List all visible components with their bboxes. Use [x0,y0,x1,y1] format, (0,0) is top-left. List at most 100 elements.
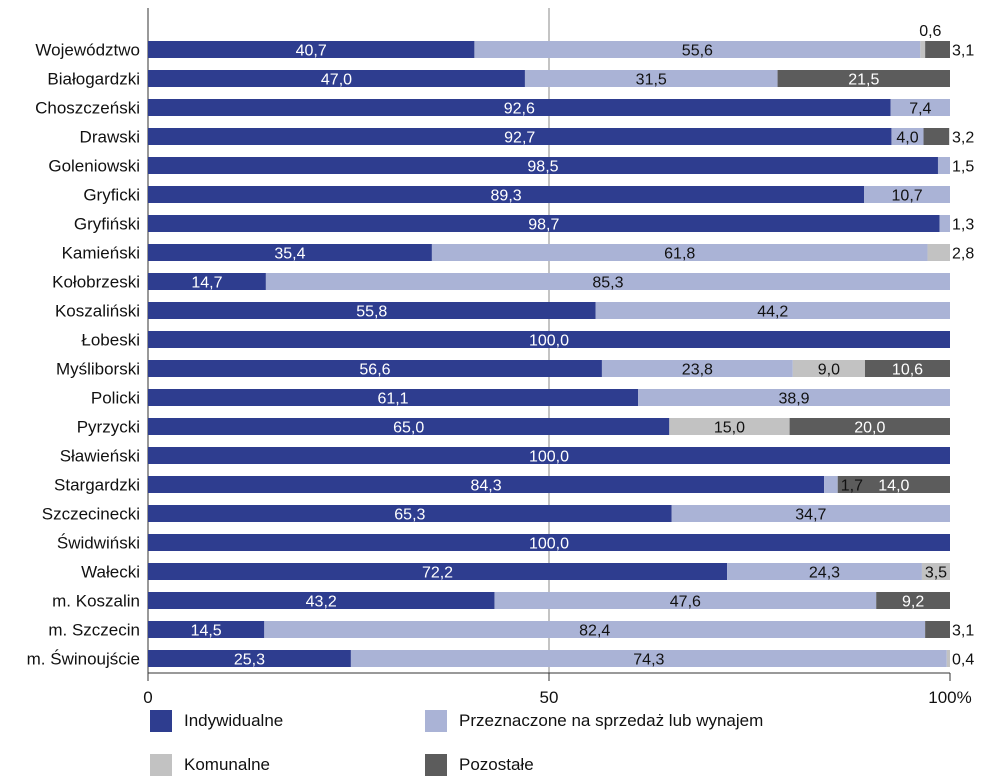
bar-segment [920,41,926,58]
data-label: 72,2 [422,565,453,582]
category-label: m. Świnoujście [27,650,140,669]
legend-item-przeznaczone: Przeznaczone na sprzedaż lub wynajem [425,710,763,732]
bar-segment [727,563,922,580]
data-label: 14,0 [878,478,909,495]
bar-segment [474,41,921,58]
category-label: Koszaliński [55,302,140,321]
chart: 0 50 100% Województwo 40,7 55,6 0,6 3,1 Białogar… [27,8,974,707]
bar-segment [148,99,891,116]
legend-label: Pozostałe [459,755,534,774]
data-label: 3,2 [952,130,974,147]
bar-segment [148,418,670,435]
bar-segment [148,273,266,290]
x-tick-label: 0 [143,688,152,707]
data-label: 61,8 [664,246,695,263]
category-label: Gryficki [83,186,140,205]
category-label: Świdwiński [57,534,140,553]
category-label: Białogardzki [47,70,140,89]
data-label: 38,9 [778,391,809,408]
data-label: 84,3 [470,478,501,495]
data-label: 21,5 [848,72,879,89]
bar-segment [350,650,947,667]
legend-swatch [150,710,172,732]
data-label: 40,7 [296,43,327,60]
legend-swatch [150,754,172,776]
bar-segment [494,592,877,609]
data-label: 56,6 [359,362,390,379]
legend-swatch [425,754,447,776]
data-label: 14,5 [191,623,222,640]
bar-segment [148,41,475,58]
bar-segment [148,447,950,464]
category-label: m. Szczecin [48,621,140,640]
bar-segment [148,389,639,406]
data-label: 0,6 [919,23,941,40]
data-label: 24,3 [809,565,840,582]
data-label: 3,5 [925,565,947,582]
bar-segment [891,128,924,145]
category-label: Pyrzycki [77,418,140,437]
data-label: 100,0 [529,449,569,466]
bar-segment [265,273,950,290]
bar-segment [923,128,950,145]
data-label: 100,0 [529,536,569,553]
bar-segment [946,650,950,667]
data-label: 9,2 [902,594,924,611]
legend-label: Komunalne [184,755,271,774]
bar-segment [669,418,790,435]
legend-label: Indywidualne [184,711,284,730]
bar-segment [864,186,950,203]
bar-segment [927,244,950,261]
bar-segment [876,592,950,609]
category-label: Drawski [80,128,140,147]
bar-segment [148,186,865,203]
bar-segment [264,621,926,638]
data-label: 35,4 [274,246,305,263]
legend: Indywidualne Przeznaczone na sprzedaż lu… [150,710,930,776]
data-label: 82,4 [579,623,610,640]
category-label: Kamieński [62,244,140,263]
category-label: Sławieński [60,447,140,466]
category-label: Łobeski [81,331,140,350]
bar-segment [148,70,525,87]
category-label: Województwo [35,41,140,60]
data-label: 23,8 [682,362,713,379]
legend-item-pozostale: Pozostałe [425,754,534,776]
data-label: 2,8 [952,246,974,263]
category-label: Kołobrzeski [52,273,140,292]
data-label: 65,3 [394,507,425,524]
bar-segment [921,563,950,580]
data-label: 3,1 [952,623,974,640]
legend-label: Przeznaczone na sprzedaż lub wynajem [459,711,764,730]
bar-segment [890,99,950,116]
data-label: 55,8 [356,304,387,321]
category-label: Choszczeński [35,99,140,118]
x-tick-label: 100% [928,688,971,707]
bar-segment [148,650,351,667]
bar-segment [792,360,865,377]
bar-segment [925,621,950,638]
data-label: 0,4 [952,652,974,669]
bar-segment [925,41,950,58]
bar-segment [148,128,892,145]
category-label: Stargardzki [54,476,140,495]
data-label: 98,5 [527,159,558,176]
data-label: 4,0 [896,130,918,147]
category-label: Goleniowski [48,157,140,176]
data-label: 100,0 [529,333,569,350]
bar-segment [148,215,940,232]
bar-segment [601,360,793,377]
bar-segment [789,418,950,435]
bar-segment [431,244,928,261]
category-label: Szczecinecki [42,505,140,524]
data-label: 61,1 [377,391,408,408]
data-label: 10,7 [892,188,923,205]
bar-segment [148,621,265,638]
bar-segment [148,563,728,580]
data-label: 10,6 [892,362,923,379]
category-label: Wałecki [81,563,140,582]
category-label: Myśliborski [56,360,140,379]
data-label: 14,7 [191,275,222,292]
bar-segment [148,360,602,377]
bar-segment [837,476,950,493]
